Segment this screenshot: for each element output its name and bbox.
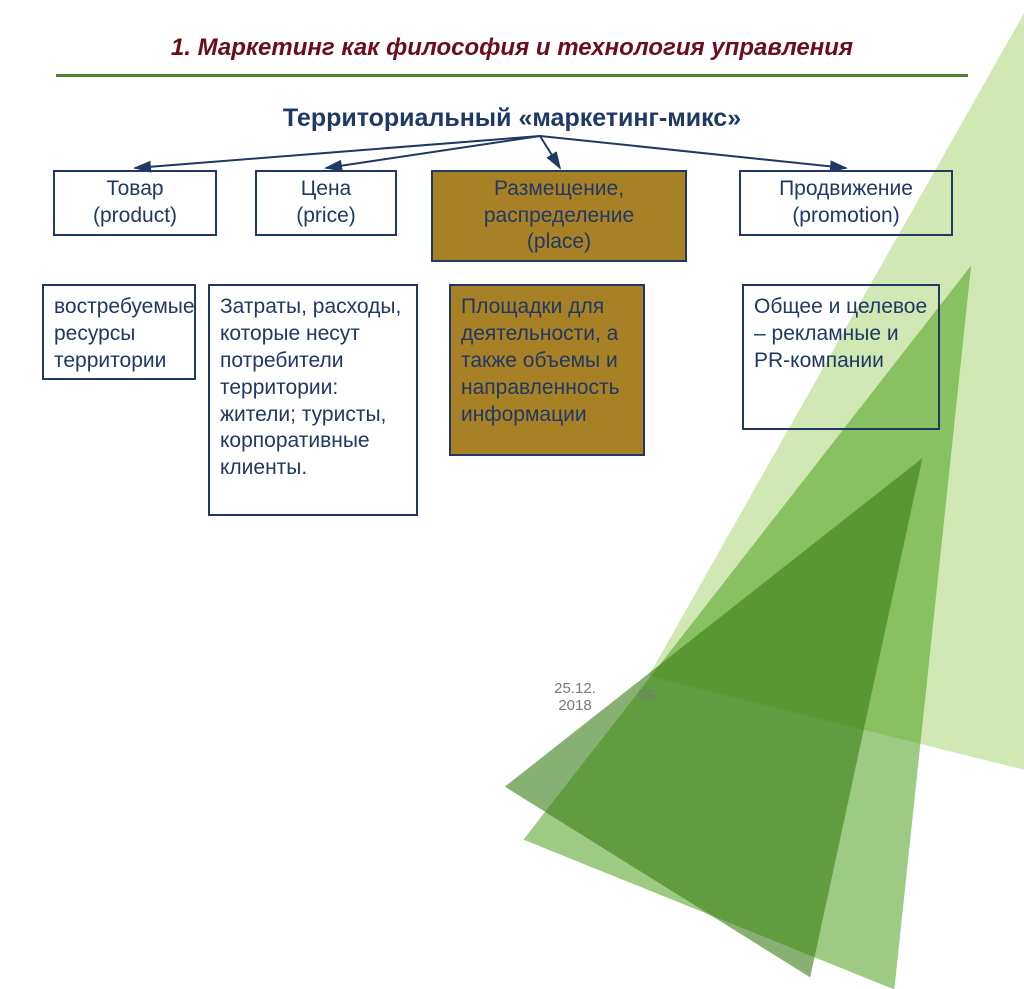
mix-box-place: Размещение, распределение(place): [431, 170, 687, 262]
mix-box-price: Цена(price): [255, 170, 397, 236]
box-line2: (product): [93, 203, 177, 230]
title-underline: [56, 74, 968, 77]
footer-date: 25.12. 2018: [540, 680, 610, 714]
mix-desc-place_desc: Площадки для деятельности, а также объем…: [449, 284, 645, 456]
slide-subtitle: Территориальный «маркетинг-микс»: [0, 104, 1024, 133]
box-line1: Продвижение: [779, 176, 913, 203]
box-line2: (place): [527, 229, 591, 256]
mix-desc-price_desc: Затраты, расходы, которые несут потребит…: [208, 284, 418, 516]
box-line1: Размещение, распределение: [439, 176, 679, 230]
box-line1: Товар: [106, 176, 163, 203]
mix-desc-product_desc: востребуемые ресурсы территории: [42, 284, 196, 380]
slide-content: 1. Маркетинг как философия и технология …: [0, 0, 1024, 767]
footer-page-number: 59: [638, 687, 655, 704]
slide-title: 1. Маркетинг как философия и технология …: [0, 34, 1024, 62]
mix-box-product: Товар(product): [53, 170, 217, 236]
box-line2: (promotion): [792, 203, 899, 230]
box-line2: (price): [296, 203, 356, 230]
box-line1: Цена: [301, 176, 352, 203]
mix-desc-promotion_desc: Общее и целевое – рекламные и PR-компани…: [742, 284, 940, 430]
mix-box-promotion: Продвижение(promotion): [739, 170, 953, 236]
